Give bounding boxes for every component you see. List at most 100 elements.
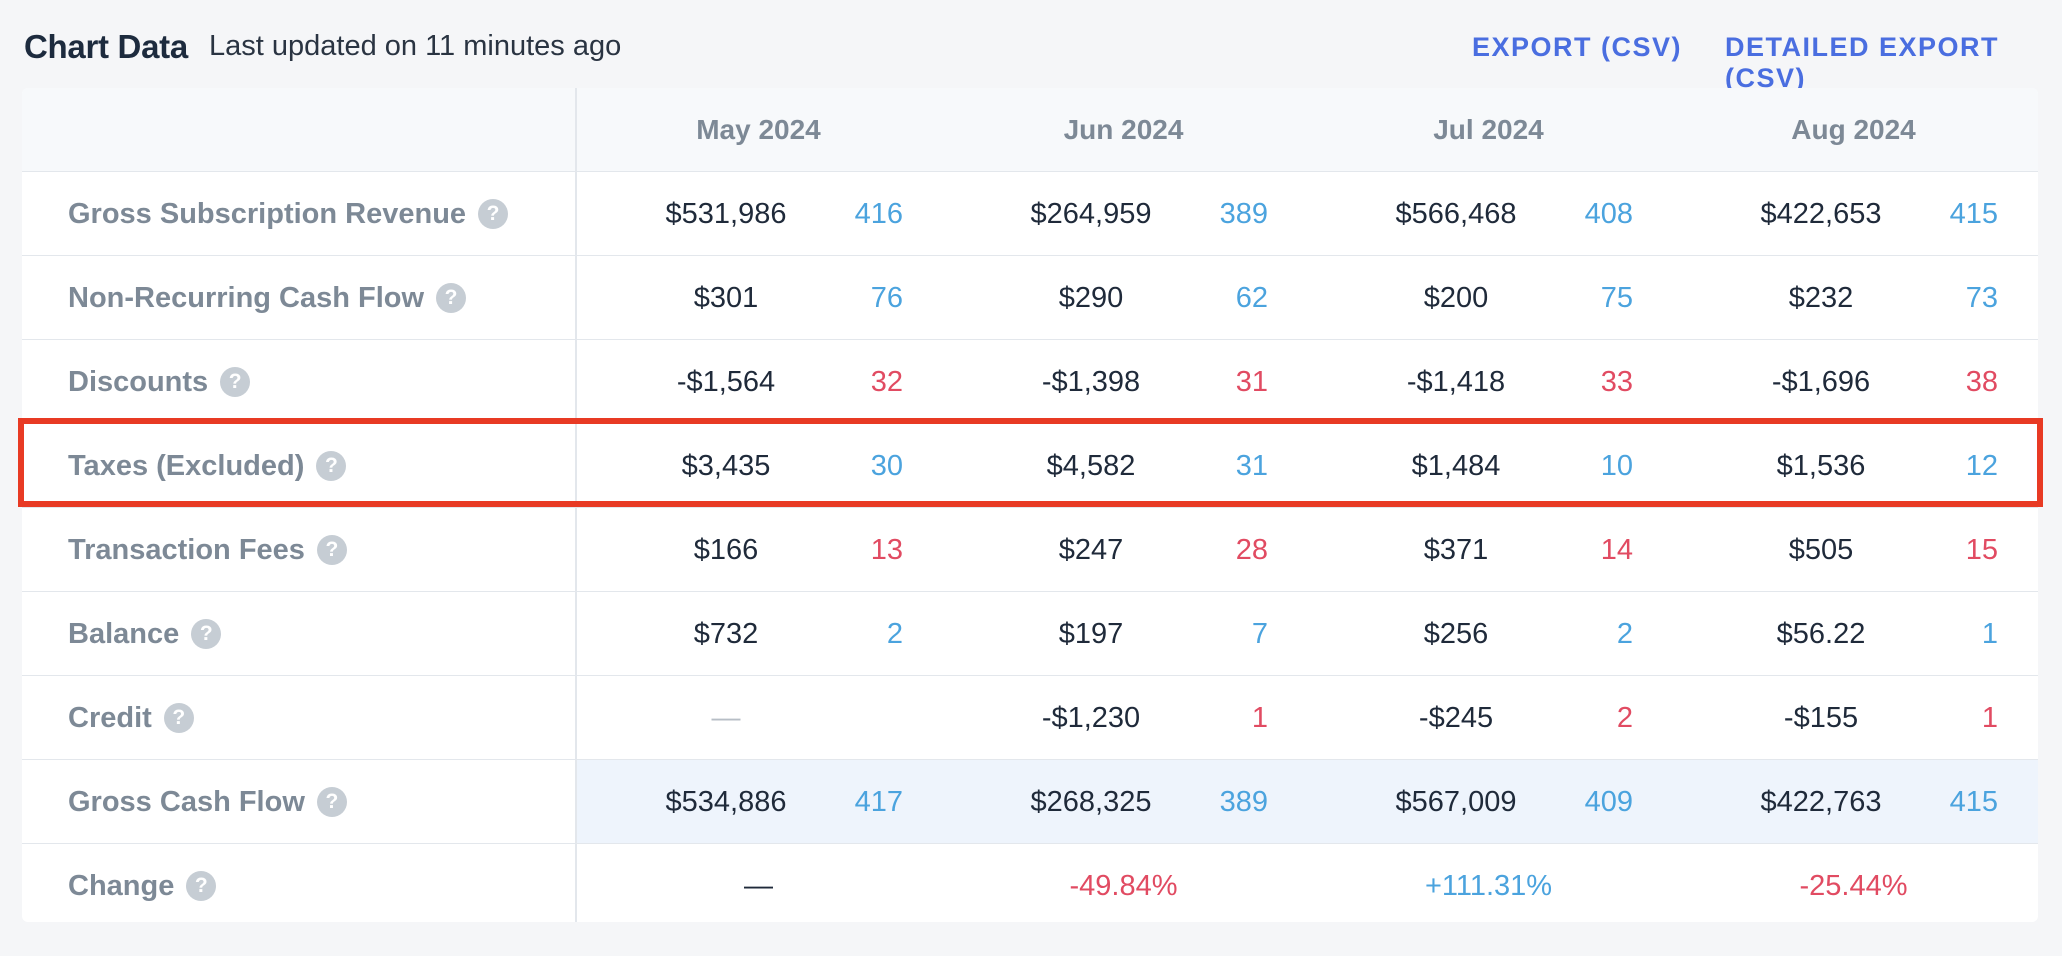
help-icon[interactable]: ?	[436, 283, 467, 313]
row-label: Change?	[68, 844, 217, 922]
row-label-text: Credit	[68, 701, 152, 734]
cell-count: 13	[870, 533, 903, 566]
cell-amount: $422,763	[1760, 785, 1882, 818]
cell-amount: -$1,696	[1771, 365, 1871, 398]
cell-count: 31	[1235, 365, 1268, 398]
table-row: Gross Cash Flow? $534,886 417 $268,325 389 $5…	[22, 760, 2038, 844]
cell-amount: $56.22	[1776, 617, 1866, 650]
table-row: Taxes (Excluded)? $3,435 30 $4,582 31 $1,484 1…	[22, 424, 2038, 508]
cell-count: 7	[1251, 617, 1268, 650]
cell-count: 31	[1235, 449, 1268, 482]
cell-count: 389	[1219, 785, 1268, 818]
column-header-month: Jul 2024	[1433, 114, 1544, 145]
cell-count: 408	[1584, 197, 1633, 230]
row-label-text: Discounts	[68, 365, 209, 398]
cell-count: 2	[886, 617, 903, 650]
cell-count: 14	[1600, 533, 1633, 566]
row-label: Gross Subscription Revenue?	[68, 172, 509, 256]
cell-count: 415	[1949, 197, 1998, 230]
cell-count: 409	[1584, 785, 1633, 818]
table-row: Transaction Fees? $166 13 $247 28 $371 14 $505 1…	[22, 508, 2038, 592]
cell-amount: -$1,418	[1406, 365, 1506, 398]
export-csv-button[interactable]: EXPORT (CSV)	[1472, 32, 1683, 62]
help-icon[interactable]: ?	[191, 619, 222, 649]
cell-amount: $1,484	[1411, 449, 1501, 482]
cell-count: 389	[1219, 197, 1268, 230]
cell-count: 12	[1965, 449, 1998, 482]
help-icon[interactable]: ?	[478, 199, 509, 229]
row-label-text: Balance	[68, 617, 180, 650]
help-icon[interactable]: ?	[220, 367, 251, 397]
cell-count: 15	[1965, 533, 1998, 566]
help-icon[interactable]: ?	[186, 871, 217, 901]
cell-count: 30	[870, 449, 903, 482]
row-label: Discounts?	[68, 340, 251, 424]
help-icon[interactable]: ?	[316, 535, 347, 565]
cell-count: 10	[1600, 449, 1633, 482]
cell-amount: $197	[1058, 617, 1124, 650]
cell-count: 417	[854, 785, 903, 818]
page-title: Chart Data	[24, 28, 188, 65]
row-label-text: Gross Cash Flow	[68, 785, 305, 818]
cell-amount: $732	[693, 617, 759, 650]
cell-amount: -$245	[1418, 701, 1494, 734]
cell-count: 2	[1616, 701, 1633, 734]
row-label: Transaction Fees?	[68, 508, 347, 592]
row-label: Balance?	[68, 592, 222, 676]
cell-amount: $566,468	[1395, 197, 1517, 230]
row-label: Non-Recurring Cash Flow?	[68, 256, 467, 340]
cell-count: 1	[1981, 617, 1998, 650]
chart-data-header: Chart Data Last updated on 11 minutes ag…	[24, 0, 2038, 93]
cell-count: 38	[1965, 365, 1998, 398]
cell-amount: $232	[1788, 281, 1854, 314]
cell-count: 1	[1251, 701, 1268, 734]
cell-amount: $256	[1423, 617, 1489, 650]
cell-count: 1	[1981, 701, 1998, 734]
cell-amount: -$1,564	[676, 365, 776, 398]
cell-amount: $567,009	[1395, 785, 1517, 818]
table-row: Credit? — -$1,230 1 -$245 2 -$155 1	[22, 676, 2038, 760]
total-row-shading	[576, 760, 2038, 843]
change-value: -25.44%	[1799, 869, 1908, 902]
column-header-month: Aug 2024	[1791, 114, 1916, 145]
last-updated-text: Last updated on 11 minutes ago	[209, 30, 622, 62]
cell-count: 415	[1949, 785, 1998, 818]
cell-count: 28	[1235, 533, 1268, 566]
detailed-export-csv-button[interactable]: DETAILED EXPORT (CSV)	[1725, 32, 2000, 93]
help-icon[interactable]: ?	[316, 787, 347, 817]
table-header-row: May 2024 Jun 2024 Jul 2024 Aug 2024	[22, 88, 2038, 172]
column-divider	[575, 88, 577, 922]
cell-count: 2	[1616, 617, 1633, 650]
cell-amount: $1,536	[1776, 449, 1866, 482]
cell-count: 73	[1965, 281, 1998, 314]
cell-amount: -$1,398	[1041, 365, 1141, 398]
help-icon[interactable]: ?	[316, 451, 347, 481]
cell-amount: -$1,230	[1041, 701, 1141, 734]
help-icon[interactable]: ?	[163, 703, 194, 733]
column-header-month: Jun 2024	[1063, 114, 1184, 145]
row-label-text: Change	[68, 869, 175, 902]
row-label-text: Gross Subscription Revenue	[68, 197, 467, 230]
cell-amount: $268,325	[1030, 785, 1152, 818]
cell-amount: $290	[1058, 281, 1124, 314]
change-value: —	[744, 869, 773, 902]
cell-amount: $247	[1058, 533, 1124, 566]
row-label-text: Taxes (Excluded)	[68, 449, 305, 482]
table-row: Balance? $732 2 $197 7 $256 2 $56.22 1	[22, 592, 2038, 676]
cell-amount: $531,986	[665, 197, 787, 230]
cell-count: 33	[1600, 365, 1633, 398]
change-value: +111.31%	[1424, 869, 1553, 902]
row-label-text: Non-Recurring Cash Flow	[68, 281, 425, 314]
cell-amount: $534,886	[665, 785, 787, 818]
cell-amount: $4,582	[1046, 449, 1136, 482]
row-label: Taxes (Excluded)?	[68, 424, 347, 508]
table-row: Non-Recurring Cash Flow? $301 76 $290 62 $200…	[22, 256, 2038, 340]
cell-amount: —	[711, 701, 741, 734]
cell-count: 416	[854, 197, 903, 230]
cell-amount: $264,959	[1030, 197, 1152, 230]
change-value: -49.84%	[1069, 869, 1178, 902]
row-label-text: Transaction Fees	[68, 533, 305, 566]
cell-amount: $200	[1423, 281, 1489, 314]
cell-amount: $422,653	[1760, 197, 1882, 230]
cell-count: 75	[1600, 281, 1633, 314]
